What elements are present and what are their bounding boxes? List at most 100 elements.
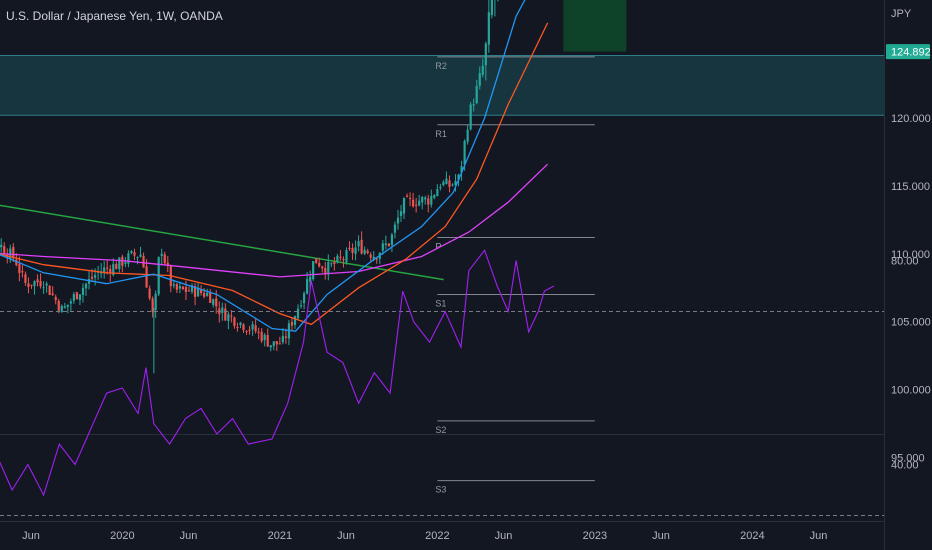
candle-body [445,178,448,184]
candle-body [324,268,327,274]
pivot-label: S1 [435,299,446,309]
time-axis-tick: 2022 [425,530,449,542]
candle-body [236,327,239,329]
candle-body [257,331,260,333]
candle-body [405,195,409,197]
pivot-label: S2 [435,425,446,435]
candle-body [302,293,306,304]
candle-body [260,331,263,342]
time-axis-tick: 2023 [583,530,607,542]
candle-body [227,314,230,322]
candle-body [430,196,433,205]
candle-body [312,261,315,280]
candle-body [475,85,478,104]
candle-body [242,324,245,331]
candle-body [0,244,3,248]
price-axis-tick: 115.000 [891,181,930,193]
candle-body [348,247,351,250]
candle-body [36,279,39,283]
candle-body [21,271,24,273]
candle-body [175,284,178,290]
candle-body [54,296,57,301]
candle-body [154,293,157,310]
candle-body [139,254,142,257]
candle-body [230,315,233,317]
candle-body [63,306,66,308]
candle-body [478,73,481,86]
candle-body [57,300,60,311]
candle-body [245,331,248,333]
candle-body [39,281,42,287]
candle-body [66,304,69,307]
candle-body [442,181,445,186]
candle-body [87,278,91,284]
candle-body [263,334,266,341]
moving-average-slow [0,163,549,278]
candle-body [296,308,300,319]
candle-body [360,239,363,254]
candle-body [396,217,400,224]
candle-body [24,274,27,283]
moving-average-mid [0,22,549,326]
time-axis-tick: Jun [22,530,40,542]
candle-body [84,283,88,289]
candle-body [269,345,272,348]
candle-body [275,341,278,345]
candle-body [90,276,94,279]
candle-body [160,253,163,257]
pivot-label: R1 [435,129,447,139]
time-axis-tick: 2021 [268,530,292,542]
time-axis-tick: 2020 [110,530,134,542]
candle-body [118,257,121,270]
rsi-line [0,249,555,497]
candle-body [121,256,124,266]
candle-body [254,325,257,332]
take-profit-zone [563,0,627,52]
candle-body [418,200,421,206]
candle-body [136,256,139,258]
candle-body [487,12,490,45]
pivot-label: S3 [435,485,446,495]
candle-body [215,298,218,307]
candle-body [481,65,484,75]
candle-body [200,289,203,293]
candle-body [112,264,115,275]
candle-body [42,287,45,289]
candle-body [181,286,185,289]
candle-body [315,258,318,264]
candle-body [27,283,30,287]
candle-body [412,199,415,207]
candle-body [124,262,127,264]
candle-body [472,104,475,106]
candle-body [224,308,227,321]
candle-body [402,198,406,214]
candle-body [484,43,487,66]
rsi-axis-tick: 80.00 [891,256,919,268]
candle-body [15,259,18,266]
candle-body [345,250,348,263]
candle-body [272,341,275,346]
candle-body [51,293,54,295]
candle-body [103,267,106,272]
candle-body [330,263,333,265]
support-zone [0,55,884,116]
price-axis-tick: 120.000 [891,113,931,125]
candle-body [69,301,72,304]
candle-body [18,263,21,273]
candle-body [133,252,136,256]
candle-body [448,180,451,187]
candle-body [148,288,151,299]
candle-body [309,276,312,282]
candle-body [78,294,82,300]
candle-body [248,329,251,331]
candle-body [190,285,194,292]
candle-body [127,253,130,264]
candle-body [463,140,466,165]
candle-body [30,284,33,286]
candle-body [339,256,342,258]
candle-body [203,292,206,297]
candle-body [145,266,148,288]
candle-body [436,189,439,197]
currency-label: JPY [891,8,912,20]
